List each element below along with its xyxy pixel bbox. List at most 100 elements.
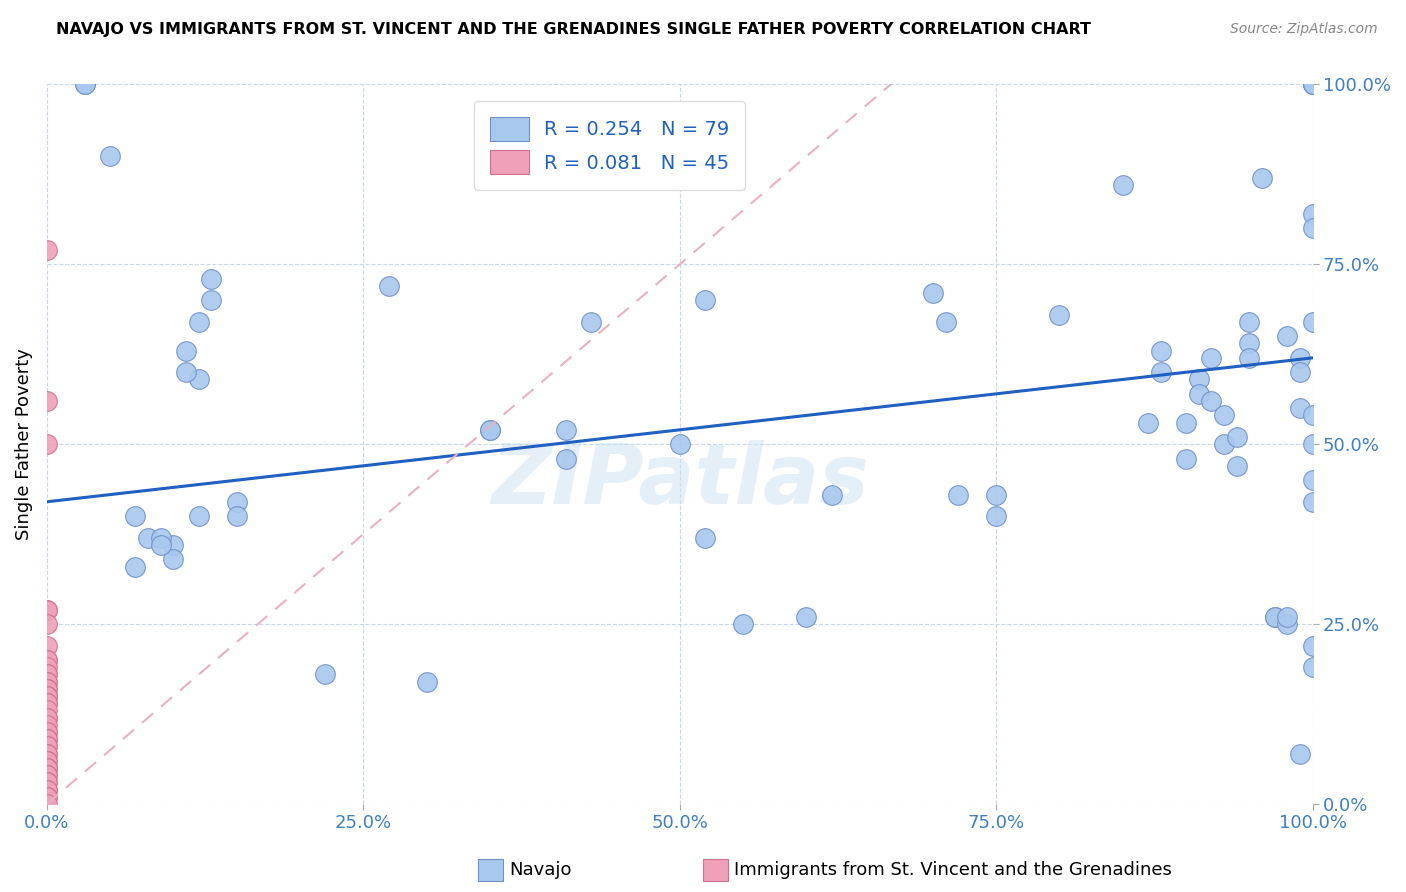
Point xyxy=(124,509,146,524)
Point xyxy=(35,775,58,789)
Point xyxy=(693,293,716,308)
Text: Source: ZipAtlas.com: Source: ZipAtlas.com xyxy=(1230,22,1378,37)
Point xyxy=(187,372,209,386)
Point xyxy=(35,681,58,696)
Point xyxy=(1239,351,1261,365)
Point xyxy=(35,696,58,710)
Point xyxy=(1289,365,1312,379)
Point xyxy=(174,365,197,379)
Point xyxy=(1302,639,1324,653)
Point xyxy=(35,754,58,768)
Point xyxy=(1289,401,1312,416)
Point xyxy=(98,149,121,163)
Point xyxy=(35,639,58,653)
Point xyxy=(1289,351,1312,365)
Point xyxy=(35,603,58,617)
Point xyxy=(35,689,58,703)
Point xyxy=(35,703,58,717)
Point xyxy=(174,343,197,358)
Point xyxy=(1302,78,1324,92)
Point xyxy=(1226,430,1249,444)
Point xyxy=(35,689,58,703)
Point xyxy=(35,718,58,732)
Point xyxy=(35,617,58,632)
Point xyxy=(136,531,159,545)
Point xyxy=(1302,221,1324,235)
Point xyxy=(794,610,817,624)
Point xyxy=(1213,437,1236,451)
Point xyxy=(1239,336,1261,351)
Point xyxy=(35,782,58,797)
Point xyxy=(415,674,437,689)
Point xyxy=(35,674,58,689)
Point xyxy=(35,667,58,681)
Point xyxy=(820,487,842,501)
Point xyxy=(1302,207,1324,221)
Point xyxy=(1302,78,1324,92)
Point xyxy=(35,747,58,761)
Point xyxy=(1188,387,1211,401)
Point xyxy=(35,732,58,747)
Point xyxy=(986,509,1008,524)
Point xyxy=(73,78,96,92)
Text: ZIPatlas: ZIPatlas xyxy=(491,440,869,521)
Point xyxy=(554,423,576,437)
Point xyxy=(35,243,58,257)
Point xyxy=(187,315,209,329)
Point xyxy=(35,739,58,754)
Point xyxy=(1302,409,1324,423)
Point xyxy=(73,78,96,92)
Point xyxy=(35,775,58,789)
Text: NAVAJO VS IMMIGRANTS FROM ST. VINCENT AND THE GRENADINES SINGLE FATHER POVERTY C: NAVAJO VS IMMIGRANTS FROM ST. VINCENT AN… xyxy=(56,22,1091,37)
Point xyxy=(1302,78,1324,92)
Point xyxy=(377,279,399,293)
Point xyxy=(162,552,184,566)
Point xyxy=(1201,394,1223,409)
Point xyxy=(35,768,58,782)
Point xyxy=(35,660,58,674)
Point xyxy=(693,531,716,545)
Point xyxy=(35,394,58,409)
Point xyxy=(162,538,184,552)
Point xyxy=(200,271,222,285)
Point xyxy=(187,509,209,524)
Point xyxy=(225,495,247,509)
Point xyxy=(946,487,969,501)
Point xyxy=(1213,409,1236,423)
Point xyxy=(35,761,58,775)
Point xyxy=(1137,416,1160,430)
Point xyxy=(35,789,58,804)
Point xyxy=(35,711,58,725)
Point xyxy=(1049,308,1071,322)
Point xyxy=(35,653,58,667)
Point xyxy=(35,739,58,754)
Point xyxy=(1289,747,1312,761)
Point xyxy=(478,423,501,437)
Point xyxy=(1302,437,1324,451)
Point xyxy=(35,603,58,617)
Point xyxy=(35,437,58,451)
Point xyxy=(35,782,58,797)
Point xyxy=(35,653,58,667)
Point xyxy=(35,674,58,689)
Text: Navajo: Navajo xyxy=(509,861,571,879)
Point xyxy=(934,315,956,329)
Point xyxy=(1175,416,1198,430)
Legend: R = 0.254   N = 79, R = 0.081   N = 45: R = 0.254 N = 79, R = 0.081 N = 45 xyxy=(474,102,745,190)
Point xyxy=(986,487,1008,501)
Point xyxy=(35,754,58,768)
Point xyxy=(35,747,58,761)
Point xyxy=(35,761,58,775)
Point xyxy=(1264,610,1286,624)
Point xyxy=(149,531,172,545)
Point xyxy=(1302,78,1324,92)
Point xyxy=(1201,351,1223,365)
Point xyxy=(1277,610,1299,624)
Text: Immigrants from St. Vincent and the Grenadines: Immigrants from St. Vincent and the Gren… xyxy=(734,861,1171,879)
Point xyxy=(579,315,602,329)
Point xyxy=(35,725,58,739)
Point xyxy=(314,667,336,681)
Point xyxy=(35,789,58,804)
Point xyxy=(35,725,58,739)
Point xyxy=(35,711,58,725)
